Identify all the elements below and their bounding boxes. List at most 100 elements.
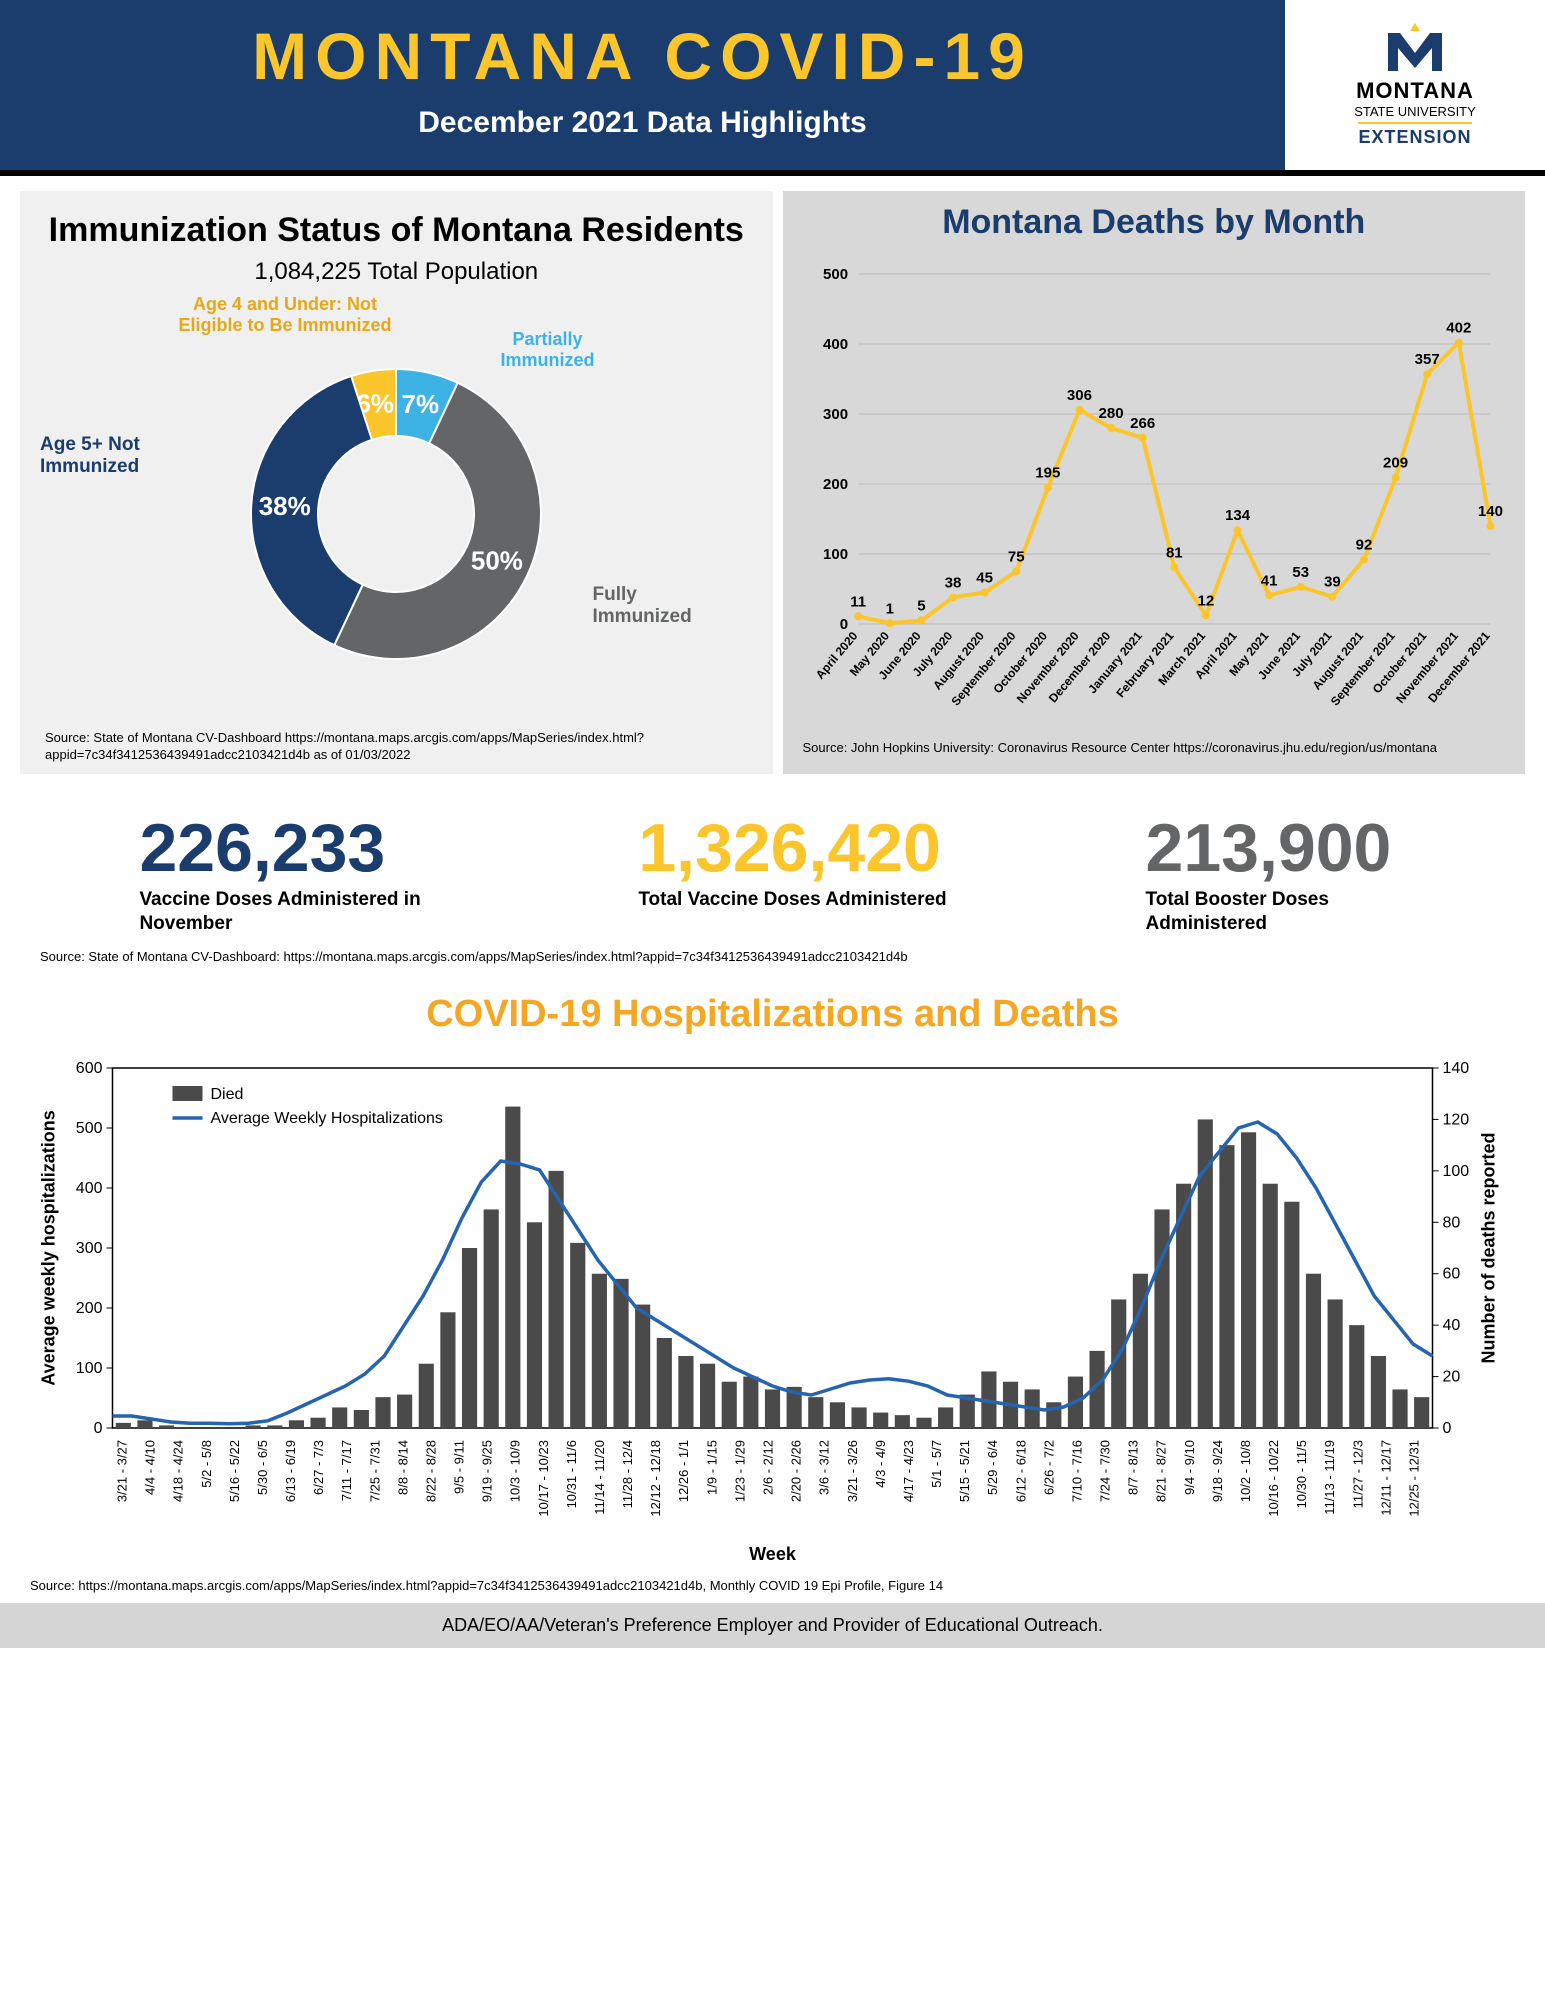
svg-text:6/13 - 6/19: 6/13 - 6/19 [283,1440,298,1502]
svg-text:75: 75 [1007,549,1024,566]
svg-text:0: 0 [1443,1420,1452,1437]
svg-text:Week: Week [749,1544,797,1564]
svg-text:9/18 - 9/24: 9/18 - 9/24 [1210,1440,1225,1502]
svg-text:402: 402 [1446,320,1471,337]
svg-text:53: 53 [1292,564,1309,581]
svg-text:7/11 - 7/17: 7/11 - 7/17 [339,1440,354,1501]
svg-text:20: 20 [1443,1369,1461,1386]
svg-text:11: 11 [850,593,866,610]
logo-line1: MONTANA [1356,78,1474,104]
svg-text:5/2 - 5/8: 5/2 - 5/8 [199,1440,214,1488]
svg-text:11/28 - 12/4: 11/28 - 12/4 [620,1440,635,1508]
svg-text:4/3 - 4/9: 4/3 - 4/9 [873,1440,888,1488]
stats-row: 226,233 Vaccine Doses Administered in No… [0,784,1545,944]
svg-text:500: 500 [76,1120,103,1137]
immunization-subtitle: 1,084,225 Total Population [45,258,748,286]
svg-text:7%: 7% [402,389,440,419]
svg-text:10/31 - 11/6: 10/31 - 11/6 [564,1440,579,1508]
svg-text:1/9 - 1/15: 1/9 - 1/15 [704,1440,719,1495]
svg-text:5/29 - 6/4: 5/29 - 6/4 [985,1440,1000,1495]
svg-text:7/24 - 7/30: 7/24 - 7/30 [1098,1440,1113,1502]
svg-text:40: 40 [1443,1317,1461,1334]
svg-text:9/4 - 9/10: 9/4 - 9/10 [1182,1440,1197,1495]
svg-text:60: 60 [1443,1266,1461,1283]
logo-line2: STATE UNIVERSITY [1354,104,1476,119]
slice-label-5plus: Age 5+ Not Immunized [40,434,175,478]
svg-text:100: 100 [823,546,848,563]
svg-text:500: 500 [823,266,848,283]
svg-text:12: 12 [1197,593,1214,610]
immunization-source: Source: State of Montana CV-Dashboard ht… [45,730,748,764]
hospitalizations-section: COVID-19 Hospitalizations and Deaths 0 10… [0,981,1545,1603]
svg-text:81: 81 [1165,544,1182,561]
svg-text:6/12 - 6/18: 6/12 - 6/18 [1013,1440,1028,1502]
svg-text:10/3 - 10/9: 10/3 - 10/9 [508,1440,523,1502]
stat-label: Vaccine Doses Administered in November [139,888,439,936]
svg-text:100: 100 [76,1360,103,1377]
hospitalizations-chart: 01002003004005006000204060801001201403/2… [30,1048,1515,1568]
svg-text:357: 357 [1414,351,1439,368]
svg-text:12/25 - 12/31: 12/25 - 12/31 [1406,1440,1421,1517]
stat-value: 213,900 [1146,814,1406,882]
svg-text:5/16 - 5/22: 5/16 - 5/22 [227,1440,242,1502]
svg-text:209: 209 [1383,455,1408,472]
svg-text:92: 92 [1355,537,1372,554]
hospitalizations-title: COVID-19 Hospitalizations and Deaths [30,993,1515,1036]
svg-text:5/1 - 5/7: 5/1 - 5/7 [929,1440,944,1488]
hospitalizations-svg: 01002003004005006000204060801001201403/2… [30,1048,1515,1568]
svg-text:11/14 - 11/20: 11/14 - 11/20 [592,1440,607,1515]
svg-text:7/25 - 7/31: 7/25 - 7/31 [367,1440,382,1502]
svg-text:Died: Died [211,1086,244,1103]
svg-text:12/11 - 12/17: 12/11 - 12/17 [1378,1440,1393,1516]
svg-text:100: 100 [1443,1163,1470,1180]
svg-text:600: 600 [76,1060,103,1077]
svg-text:4/4 - 4/10: 4/4 - 4/10 [143,1440,158,1495]
svg-text:8/22 - 8/28: 8/22 - 8/28 [423,1440,438,1502]
svg-text:300: 300 [823,406,848,423]
stat-value: 226,233 [139,814,439,882]
svg-text:10/30 - 11/5: 10/30 - 11/5 [1294,1440,1309,1508]
svg-text:5/15 - 5/21: 5/15 - 5/21 [957,1440,972,1502]
svg-text:10/17 - 10/23: 10/17 - 10/23 [536,1440,551,1517]
svg-text:8/8 - 8/14: 8/8 - 8/14 [395,1440,410,1495]
svg-text:Average Weekly Hospitalization: Average Weekly Hospitalizations [211,1110,443,1127]
svg-text:8/21 - 8/27: 8/21 - 8/27 [1154,1440,1169,1502]
svg-text:11/13 - 11/19: 11/13 - 11/19 [1322,1440,1337,1515]
svg-text:38%: 38% [259,491,311,521]
svg-text:2/20 - 2/26: 2/20 - 2/26 [789,1440,804,1502]
svg-text:6/27 - 7/3: 6/27 - 7/3 [311,1440,326,1495]
deaths-svg: 0100200300400500111538457519530628026681… [803,254,1506,734]
footer: ADA/EO/AA/Veteran's Preference Employer … [0,1603,1545,1648]
msu-logo: MONTANA STATE UNIVERSITY EXTENSION [1285,0,1545,170]
svg-text:50%: 50% [471,546,523,576]
svg-text:120: 120 [1443,1112,1470,1129]
stat-value: 1,326,420 [638,814,946,882]
stat-nov-doses: 226,233 Vaccine Doses Administered in No… [139,814,439,936]
svg-text:0: 0 [94,1420,103,1437]
logo-mark-icon [1380,23,1450,78]
svg-text:9/19 - 9/25: 9/19 - 9/25 [480,1440,495,1502]
logo-extension: EXTENSION [1358,122,1471,148]
svg-text:140: 140 [1477,503,1502,520]
svg-text:200: 200 [823,476,848,493]
slice-label-fully: Fully Immunized [593,584,713,628]
svg-text:1: 1 [885,600,893,617]
svg-text:41: 41 [1260,572,1277,589]
stat-label: Total Booster Doses Administered [1146,888,1406,936]
svg-text:10/16 - 10/22: 10/16 - 10/22 [1266,1440,1281,1517]
deaths-source: Source: John Hopkins University: Coronav… [803,740,1506,757]
hospitalizations-source: Source: https://montana.maps.arcgis.com/… [30,1578,1515,1595]
svg-text:134: 134 [1224,507,1250,524]
svg-text:9/5 - 9/11: 9/5 - 9/11 [452,1440,467,1494]
svg-text:400: 400 [823,336,848,353]
stat-booster-doses: 213,900 Total Booster Doses Administered [1146,814,1406,936]
svg-text:4/17 - 4/23: 4/17 - 4/23 [901,1440,916,1502]
svg-text:5/30 - 6/5: 5/30 - 6/5 [255,1440,270,1495]
deaths-line-chart: 0100200300400500111538457519530628026681… [803,254,1506,734]
svg-text:12/12 - 12/18: 12/12 - 12/18 [648,1440,663,1517]
svg-text:80: 80 [1443,1215,1461,1232]
deaths-title: Montana Deaths by Month [803,203,1506,242]
stats-source: Source: State of Montana CV-Dashboard: h… [0,949,1545,981]
svg-text:4/18 - 4/24: 4/18 - 4/24 [171,1440,186,1502]
svg-text:38: 38 [944,574,961,591]
